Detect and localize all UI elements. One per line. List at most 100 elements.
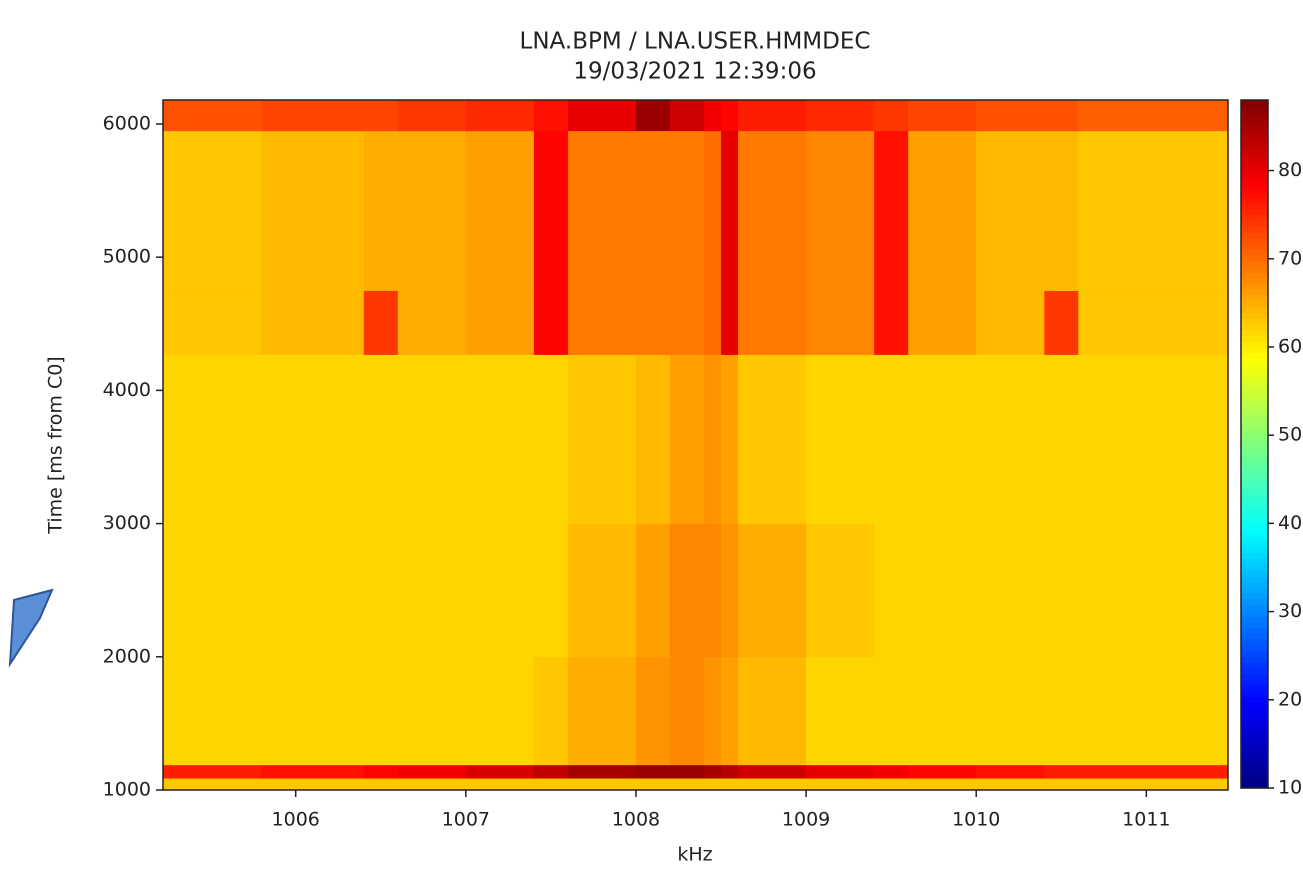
heatmap-cell bbox=[534, 657, 569, 765]
heatmap-cell bbox=[568, 100, 637, 131]
heatmap-cell bbox=[568, 778, 637, 790]
heatmap-cell bbox=[670, 100, 705, 131]
heatmap-cell bbox=[976, 778, 1045, 790]
heatmap-cell bbox=[908, 354, 977, 524]
heatmap-cell bbox=[163, 765, 262, 779]
heatmap-cell bbox=[466, 657, 535, 765]
y-tick-label: 3000 bbox=[103, 512, 151, 534]
colorbar-segment bbox=[1241, 341, 1268, 347]
colorbar-segment bbox=[1241, 295, 1268, 301]
heatmap-cell bbox=[568, 765, 637, 779]
colorbar-segment bbox=[1241, 530, 1268, 536]
heatmap-cell bbox=[874, 657, 909, 765]
colorbar-segment bbox=[1241, 582, 1268, 588]
colorbar-segment bbox=[1241, 616, 1268, 622]
heatmap-cell bbox=[1044, 354, 1079, 524]
colorbar-segment bbox=[1241, 266, 1268, 272]
heatmap-cell bbox=[1044, 290, 1079, 354]
heatmap-cell bbox=[534, 354, 569, 524]
colorbar-segment bbox=[1241, 593, 1268, 599]
colorbar-segment bbox=[1241, 312, 1268, 318]
colorbar-tick-label: 80 bbox=[1278, 159, 1302, 181]
heatmap-cell bbox=[874, 131, 909, 291]
heatmap-cell bbox=[163, 657, 262, 765]
heatmap-cell bbox=[364, 765, 399, 779]
heatmap-cell bbox=[721, 354, 739, 524]
colorbar-segment bbox=[1241, 691, 1268, 697]
heatmap-cell bbox=[262, 354, 365, 524]
heatmap-cell bbox=[738, 778, 807, 790]
heatmap-cell bbox=[976, 100, 1045, 131]
heatmap-cell bbox=[1078, 100, 1228, 131]
heatmap-cell bbox=[976, 657, 1045, 765]
colorbar-segment bbox=[1241, 662, 1268, 668]
heatmap-cell bbox=[670, 657, 705, 765]
heatmap-cell bbox=[908, 657, 977, 765]
heatmap-cell bbox=[670, 524, 705, 658]
heatmap-cell bbox=[163, 131, 262, 291]
colorbar-segment bbox=[1241, 106, 1268, 112]
heatmap-cell bbox=[364, 354, 399, 524]
colorbar-segment bbox=[1241, 627, 1268, 633]
colorbar-segment bbox=[1241, 215, 1268, 221]
heatmap-cell bbox=[1044, 100, 1079, 131]
colorbar-segment bbox=[1241, 467, 1268, 473]
heatmap-cell bbox=[636, 354, 671, 524]
heatmap-cell bbox=[874, 100, 909, 131]
heatmap-cell bbox=[534, 290, 569, 354]
heatmap-cell bbox=[976, 290, 1045, 354]
heatmap-cell bbox=[262, 100, 365, 131]
heatmap-cell bbox=[636, 524, 671, 658]
colorbar-segment bbox=[1241, 570, 1268, 576]
colorbar-segment bbox=[1241, 203, 1268, 209]
heatmap-cell bbox=[364, 100, 399, 131]
heatmap-cell bbox=[466, 290, 535, 354]
colorbar-segment bbox=[1241, 559, 1268, 565]
heatmap-cell bbox=[670, 778, 705, 790]
heatmap-cell bbox=[704, 657, 722, 765]
heatmap-cell bbox=[262, 290, 365, 354]
heatmap bbox=[163, 100, 1229, 791]
colorbar-segment bbox=[1241, 673, 1268, 679]
heatmap-cell bbox=[568, 354, 637, 524]
colorbar-segment bbox=[1241, 731, 1268, 737]
colorbar-tick-label: 60 bbox=[1278, 335, 1302, 357]
heatmap-cell bbox=[364, 524, 399, 658]
colorbar-segment bbox=[1241, 771, 1268, 777]
heatmap-cell bbox=[908, 100, 977, 131]
colorbar-segment bbox=[1241, 186, 1268, 192]
heatmap-cell bbox=[704, 131, 722, 291]
colorbar-segment bbox=[1241, 249, 1268, 255]
colorbar-segment bbox=[1241, 169, 1268, 175]
heatmap-cell bbox=[908, 524, 977, 658]
colorbar-segment bbox=[1241, 335, 1268, 341]
heatmap-cell bbox=[1078, 524, 1228, 658]
colorbar-segment bbox=[1241, 450, 1268, 456]
heatmap-cell bbox=[534, 778, 569, 790]
heatmap-cell bbox=[636, 657, 671, 765]
heatmap-cell bbox=[163, 778, 262, 790]
heatmap-cell bbox=[466, 765, 535, 779]
colorbar-segment bbox=[1241, 134, 1268, 140]
heatmap-cell bbox=[806, 524, 875, 658]
colorbar-segment bbox=[1241, 473, 1268, 479]
heatmap-cell bbox=[1078, 765, 1228, 779]
colorbar-segment bbox=[1241, 283, 1268, 289]
heatmap-cell bbox=[1078, 778, 1228, 790]
colorbar-segment bbox=[1241, 438, 1268, 444]
colorbar-segment bbox=[1241, 197, 1268, 203]
colorbar-segment bbox=[1241, 347, 1268, 353]
heatmap-cell bbox=[163, 290, 262, 354]
colorbar-segment bbox=[1241, 381, 1268, 387]
heatmap-cell bbox=[163, 100, 262, 131]
heatmap-cell bbox=[163, 354, 262, 524]
heatmap-cell bbox=[466, 100, 535, 131]
colorbar-segment bbox=[1241, 129, 1268, 135]
heatmap-cell bbox=[364, 778, 399, 790]
heatmap-cell bbox=[976, 765, 1045, 779]
colorbar-tick-label: 30 bbox=[1278, 600, 1302, 622]
colorbar-segment bbox=[1241, 696, 1268, 702]
colorbar-segment bbox=[1241, 507, 1268, 513]
heatmap-cell bbox=[670, 131, 705, 291]
colorbar-segment bbox=[1241, 519, 1268, 525]
